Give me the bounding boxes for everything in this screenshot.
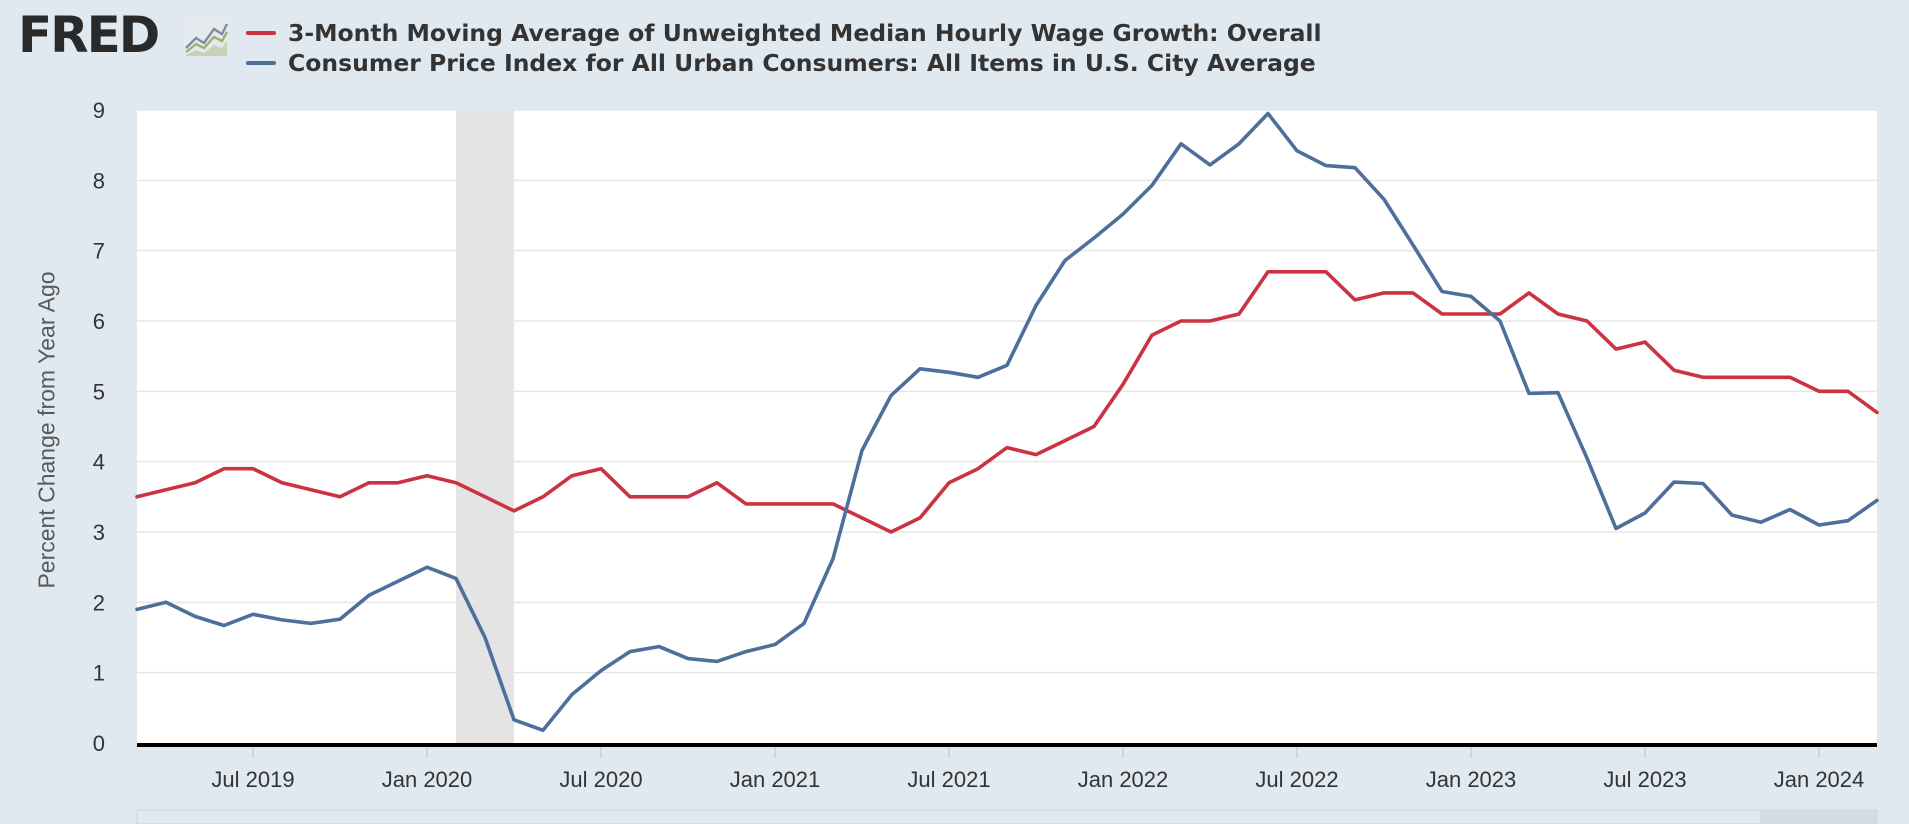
legend-item-cpi[interactable]: Consumer Price Index for All Urban Consu…	[246, 48, 1446, 78]
y-tick-label: 4	[93, 450, 105, 475]
plot-area	[137, 110, 1877, 744]
x-tick-label: Jul 2022	[1255, 767, 1338, 792]
recession-shading-group	[456, 110, 514, 743]
range-slider-handle[interactable]	[1760, 811, 1877, 824]
legend-swatch-cpi	[246, 61, 276, 65]
y-tick-label: 2	[93, 590, 105, 615]
legend-label-cpi: Consumer Price Index for All Urban Consu…	[288, 49, 1316, 77]
y-tick-label: 7	[93, 239, 105, 264]
x-tick-label: Jul 2023	[1603, 767, 1686, 792]
y-tick-label: 9	[93, 98, 105, 123]
gridlines	[137, 109, 1877, 674]
y-tick-label: 8	[93, 168, 105, 193]
legend-label-wage-growth: 3-Month Moving Average of Unweighted Med…	[288, 19, 1322, 47]
legend-item-wage-growth[interactable]: 3-Month Moving Average of Unweighted Med…	[246, 18, 1446, 48]
x-tick-label: Jan 2023	[1426, 767, 1517, 792]
line-chart-icon	[184, 16, 228, 56]
y-tick-label: 1	[93, 661, 105, 686]
x-tick-label: Jan 2021	[730, 767, 821, 792]
y-tick-label: 3	[93, 520, 105, 545]
series-line-cpi[interactable]	[135, 111, 1879, 733]
x-tick-label: Jul 2020	[559, 767, 642, 792]
y-tick-label: 6	[93, 309, 105, 334]
y-axis-label: Percent Change from Year Ago	[33, 271, 60, 589]
legend-swatch-wage-growth	[246, 31, 276, 35]
x-axis-ticks: Jul 2019 Jan 2020 Jul 2020 Jan 2021 Jul 2021…	[211, 746, 1864, 792]
x-tick-label: Jul 2019	[211, 767, 294, 792]
x-tick-label: Jan 2024	[1774, 767, 1865, 792]
chart-legend: 3-Month Moving Average of Unweighted Med…	[246, 18, 1446, 78]
x-tick-label: Jul 2021	[907, 767, 990, 792]
series-group	[135, 111, 1879, 733]
x-tick-label: Jan 2020	[382, 767, 473, 792]
fred-logo-text: FRED	[18, 6, 160, 64]
x-tick-label: Jan 2022	[1078, 767, 1169, 792]
y-tick-label: 5	[93, 379, 105, 404]
recession-shading	[456, 110, 514, 743]
fred-logo[interactable]: FRED	[18, 6, 233, 64]
range-slider-track[interactable]	[136, 809, 1878, 824]
y-tick-label: 0	[93, 731, 105, 756]
series-line-wage-growth[interactable]	[135, 269, 1879, 534]
y-axis-ticks: 0 1 2 3 4 5 6 7 8 9	[93, 98, 105, 756]
